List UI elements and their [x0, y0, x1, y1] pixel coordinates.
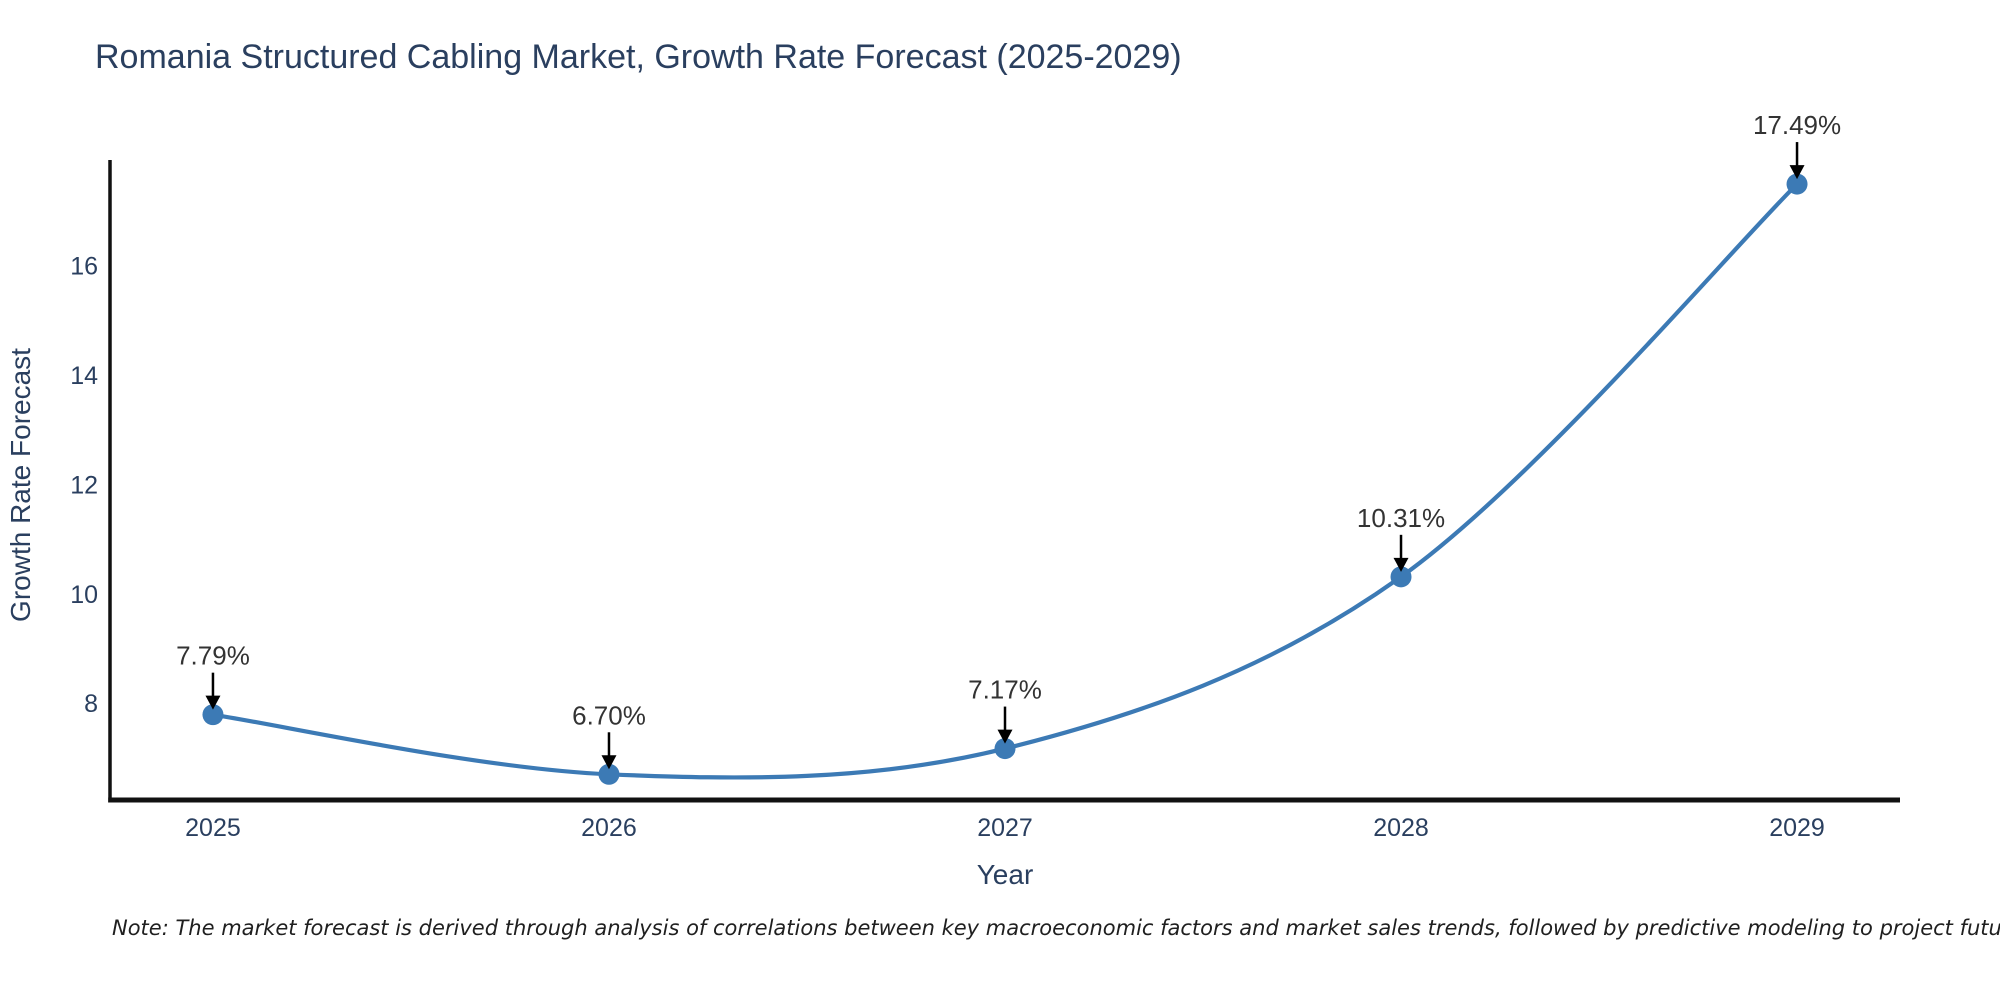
x-tick-label: 2028: [1373, 814, 1429, 842]
data-point-label: 7.17%: [968, 675, 1042, 705]
y-tick-label: 12: [70, 471, 98, 499]
data-point-marker: [202, 704, 224, 726]
data-point-label: 10.31%: [1357, 503, 1445, 533]
annotation-arrow-head: [205, 695, 221, 710]
y-tick-label: 16: [70, 253, 98, 281]
data-point-label: 6.70%: [572, 700, 646, 730]
annotation-arrow-head: [997, 729, 1013, 744]
data-point-label: 7.79%: [176, 641, 250, 671]
data-point-marker: [1390, 566, 1412, 588]
y-tick-label: 14: [70, 362, 98, 390]
data-point-marker: [1786, 173, 1808, 195]
chart-footnote: Note: The market forecast is derived thr…: [112, 916, 2000, 940]
annotation-arrow-head: [1789, 165, 1805, 180]
data-point-marker: [994, 738, 1016, 760]
data-point-label: 17.49%: [1753, 110, 1841, 140]
x-tick-label: 2027: [977, 814, 1033, 842]
data-point-marker: [598, 763, 620, 785]
x-axis-title: Year: [977, 859, 1034, 890]
y-tick-label: 10: [70, 581, 98, 609]
annotation-arrow-head: [601, 755, 617, 770]
y-axis-title: Growth Rate Forecast: [5, 348, 36, 622]
x-tick-label: 2025: [185, 814, 241, 842]
annotation-arrow-head: [1393, 557, 1409, 572]
y-tick-label: 8: [84, 690, 98, 718]
x-tick-label: 2026: [581, 814, 637, 842]
x-tick-label: 2029: [1769, 814, 1825, 842]
chart-title: Romania Structured Cabling Market, Growt…: [95, 38, 1182, 76]
